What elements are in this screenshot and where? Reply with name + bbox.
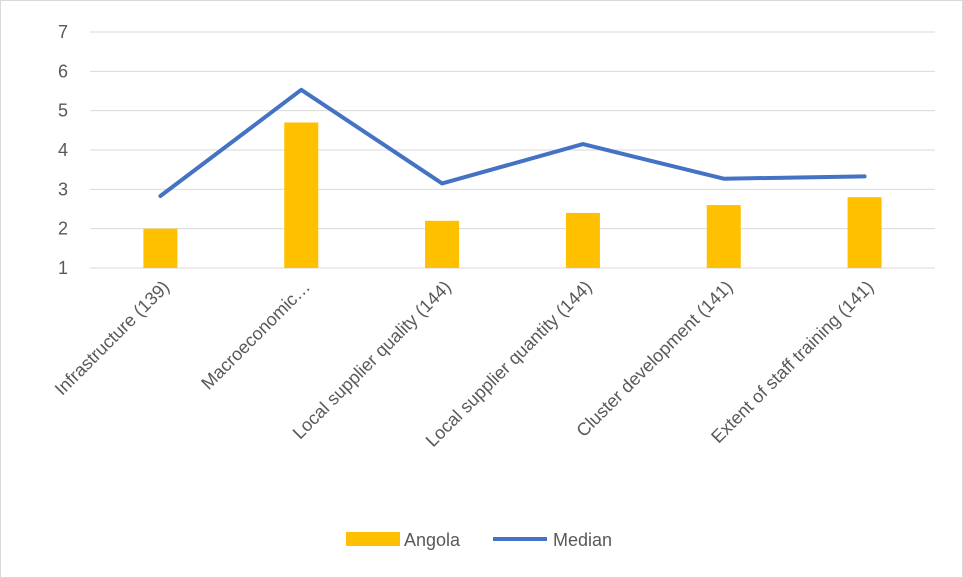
gridlines [90, 31, 935, 269]
bar-angola-1 [284, 122, 319, 268]
bar-angola-4 [706, 205, 741, 268]
x-tick-label-4: Cluster development (141) [572, 277, 736, 441]
y-tick-label-6: 6 [58, 61, 68, 81]
legend-label-median: Median [553, 530, 612, 550]
y-tick-label-2: 2 [58, 219, 68, 239]
bar-series [143, 122, 882, 268]
legend-swatch-angola [346, 532, 400, 546]
y-tick-label-1: 1 [58, 258, 68, 278]
legend: Angola Median [346, 530, 612, 550]
y-tick-label-5: 5 [58, 101, 68, 121]
x-tick-label-3: Local supplier quantity (144) [422, 277, 596, 451]
bar-angola-3 [565, 212, 600, 268]
bar-angola-5 [847, 197, 882, 268]
x-tick-label-0: Infrastructure (139) [51, 277, 173, 399]
line-median [158, 87, 867, 199]
y-axis-ticks: 1 2 3 4 5 6 7 [58, 22, 68, 278]
y-tick-label-4: 4 [58, 140, 68, 160]
x-tick-label-1: Macroeconomic… [197, 277, 314, 394]
legend-label-angola: Angola [404, 530, 461, 550]
y-tick-label-7: 7 [58, 22, 68, 42]
x-axis-labels: Infrastructure (139) Macroeconomic…Local … [51, 277, 878, 451]
bar-angola-2 [425, 220, 460, 268]
bar-angola-0 [143, 228, 178, 268]
x-tick-label-2: Local supplier quality (144) [289, 277, 455, 443]
y-tick-label-3: 3 [58, 179, 68, 199]
x-tick-label-5: Extent of staff training (141) [707, 277, 877, 447]
line-series [158, 87, 867, 199]
